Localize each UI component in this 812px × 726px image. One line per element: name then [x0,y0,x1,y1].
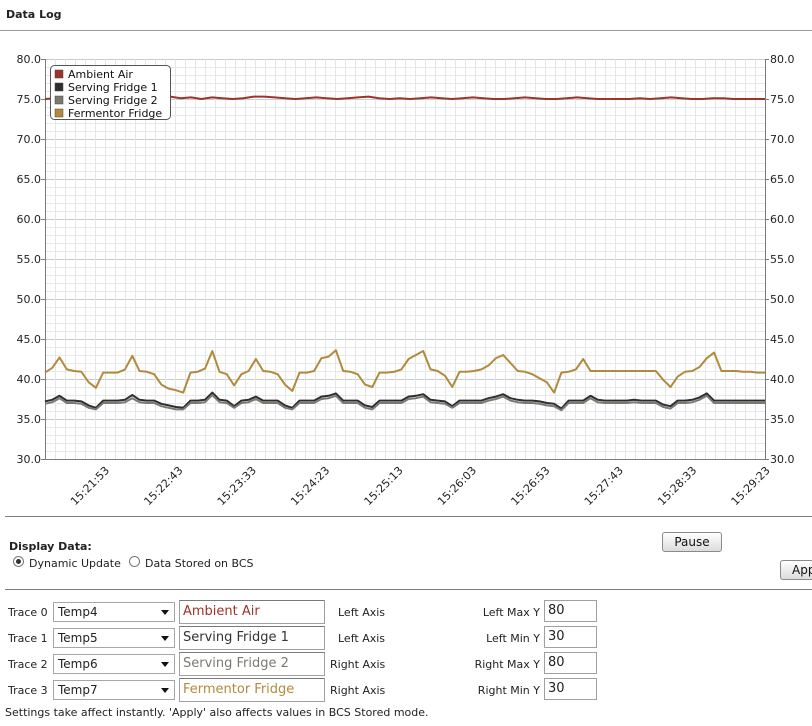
x-tick-label: 15:23:33 [215,464,259,508]
page-title: Data Log [6,8,62,21]
y-tick-label-right: 35.0 [770,413,795,426]
trace-axis-label: Right Axis [330,684,386,697]
divider [5,516,812,517]
trace-source-select[interactable]: Temp6 [53,654,175,674]
series-line [44,394,765,412]
y-tick-label-left: 55.0 [17,253,42,266]
legend-swatch [54,69,64,79]
trace-source-value: Temp5 [58,631,98,645]
trace-name-input[interactable]: Serving Fridge 1 [179,626,325,650]
trace-source-select[interactable]: Temp4 [53,602,175,622]
apply-button[interactable]: Apply [780,560,812,580]
chevron-down-icon [161,636,169,641]
y-tick-label-right: 75.0 [770,93,795,106]
limit-label: Right Min Y [477,684,540,697]
limit-input[interactable]: 80 [544,652,597,674]
y-tick-label-left: 35.0 [17,413,42,426]
limit-input[interactable]: 30 [544,626,597,648]
x-tick-label: 15:28:33 [655,464,699,508]
x-tick-label: 15:27:43 [582,464,626,508]
trace-axis-label: Left Axis [338,632,386,645]
y-tick-label-right: 70.0 [770,133,795,146]
chevron-down-icon [161,662,169,667]
x-tick-label: 15:26:53 [508,464,552,508]
x-tick-label: 15:26:03 [435,464,479,508]
y-tick-label-right: 65.0 [770,173,795,186]
limit-input[interactable]: 80 [544,600,597,622]
x-tick-label: 15:24:23 [288,464,332,508]
trace-source-value: Temp7 [58,683,98,697]
series-line [44,349,765,394]
footer-note: Settings take affect instantly. 'Apply' … [5,706,429,719]
legend-box [50,65,171,120]
legend-label: Ambient Air [68,68,133,81]
legend-label: Fermentor Fridge [68,107,162,120]
limit-label: Left Min Y [486,632,540,645]
limit-label: Right Max Y [474,658,540,671]
legend-swatch [54,108,64,118]
y-tick-label-left: 50.0 [17,293,42,306]
radio-data-stored-label: Data Stored on BCS [145,557,254,570]
trace-axis-label: Right Axis [330,658,386,671]
trace-name-input[interactable]: Fermentor Fridge [179,678,325,702]
trace-name-input[interactable]: Serving Fridge 2 [179,652,325,676]
x-tick-label: 15:29:23 [729,464,773,508]
trace-label: Trace 2 [8,658,48,671]
trace-axis-label: Left Axis [338,606,386,619]
header-bar: Data Log [0,0,812,31]
trace-source-value: Temp6 [58,657,98,671]
radio-dynamic-update-label: Dynamic Update [29,557,121,570]
y-tick-label-left: 80.0 [17,53,42,66]
series-line [44,391,765,410]
y-tick-label-left: 60.0 [17,213,42,226]
x-tick-label: 15:22:43 [141,464,185,508]
display-data-label: Display Data: [9,540,92,553]
y-tick-label-right: 60.0 [770,213,795,226]
y-tick-label-left: 45.0 [17,333,42,346]
x-tick-label: 15:25:13 [362,464,406,508]
legend-swatch [54,95,64,105]
y-tick-label-left: 30.0 [17,453,42,466]
x-tick-label: 15:21:53 [68,464,112,508]
y-tick-label-left: 70.0 [17,133,42,146]
legend-label: Serving Fridge 2 [68,94,158,107]
limit-input[interactable]: 30 [544,678,597,700]
chevron-down-icon [161,688,169,693]
y-tick-label-right: 45.0 [770,333,795,346]
trace-label: Trace 3 [8,684,48,697]
legend-label: Serving Fridge 1 [68,81,158,94]
divider [5,589,812,590]
radio-data-stored[interactable] [129,556,140,567]
y-tick-label-left: 40.0 [17,373,42,386]
trace-label: Trace 0 [8,606,48,619]
data-log-chart: 80.0 75.0 70.0 65.0 60.0 55.0 50.0 45.0 40.0 35.0… [17,53,795,508]
legend-swatch [54,82,64,92]
trace-name-input[interactable]: Ambient Air [179,600,325,624]
y-tick-label-right: 80.0 [770,53,795,66]
y-tick-label-right: 30.0 [770,453,795,466]
trace-label: Trace 1 [8,632,48,645]
y-tick-label-left: 75.0 [17,93,42,106]
y-tick-label-right: 55.0 [770,253,795,266]
radio-dynamic-update[interactable] [13,556,24,567]
trace-source-select[interactable]: Temp7 [53,680,175,700]
chevron-down-icon [161,610,169,615]
limit-label: Left Max Y [482,606,540,619]
y-tick-label-right: 50.0 [770,293,795,306]
trace-source-value: Temp4 [58,605,98,619]
pause-button[interactable]: Pause [662,532,722,552]
y-tick-label-left: 65.0 [17,173,42,186]
trace-source-select[interactable]: Temp5 [53,628,175,648]
y-tick-label-right: 40.0 [770,373,795,386]
